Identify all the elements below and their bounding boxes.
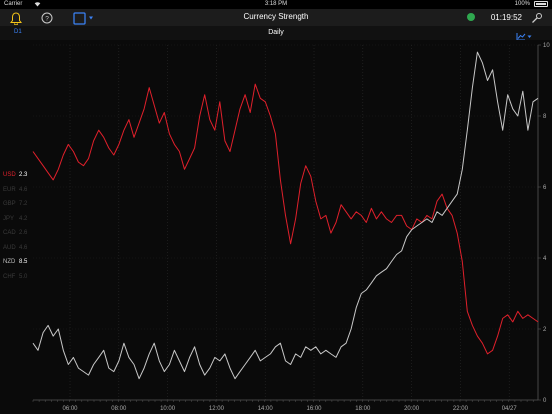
x-tick-label: 16:00 [306,406,322,412]
legend-item-aud[interactable]: AUD 4.6 [3,245,27,260]
carrier-label: Carrier [4,1,23,7]
x-tick-label: 08:00 [111,406,127,412]
page-title: Currency Strength [243,12,309,21]
connection-status-icon [467,13,475,21]
legend-value: 5.0 [19,273,28,280]
legend-item-eur[interactable]: EUR 4.6 [3,187,27,202]
legend-value: 7.2 [19,201,28,207]
y-tick-label: 10 [543,43,550,49]
status-bar: Carrier 3:18 PM 100% [0,0,552,9]
clock: 01:19:52 [490,13,522,22]
legend-value: 4.6 [19,244,28,251]
bell-icon[interactable] [9,11,23,25]
x-tick-label: 18:00 [355,406,371,412]
strength-chart[interactable]: 06:00 08:00 10:00 12:00 14:00 16:00 18:00 20:00… [0,40,552,414]
legend-code: GBP [3,201,16,207]
legend-code: CHF [3,273,16,280]
navigation-bar: ? Currency Strength 01:19:52 [0,9,552,26]
legend-code: CAD [3,230,16,236]
legend-code: USD [3,172,16,178]
series-line-usd [32,83,539,355]
legend-code: NZD [3,259,16,265]
chart-layout-dropdown[interactable] [72,11,98,25]
y-tick-label: 8 [543,114,547,120]
legend-item-jpy[interactable]: JPY 4.2 [3,216,27,231]
timeframe-button[interactable]: D1 [14,29,22,35]
legend-item-nzd[interactable]: NZD 8.5 [3,259,27,274]
legend-code: EUR [3,186,16,193]
settings-wrench-icon[interactable] [530,11,544,25]
legend-code: AUD [3,244,16,251]
x-tick-label: 06:00 [62,406,78,412]
series-line-nzd [32,51,539,380]
legend-value: 2.6 [19,230,28,236]
y-tick-label: 6 [543,185,547,191]
legend-item-gbp[interactable]: GBP 7.2 [3,201,27,216]
y-tick-label: 0 [543,398,547,404]
legend-value: 2.3 [19,172,28,178]
legend-value: 4.6 [19,186,28,193]
legend-value: 8.5 [19,259,28,265]
legend-code: JPY [3,215,15,222]
timeframe-bar: D1 Daily [0,26,552,41]
x-tick-label: 10:00 [160,406,176,412]
chart-area[interactable]: 06:00 08:00 10:00 12:00 14:00 16:00 18:00 20:00… [0,40,552,414]
currency-legend: USD 2.3 EUR 4.6 GBP 7.2 JPY 4.2 CAD 2.6 AUD 4.6 NZD 8… [3,172,27,288]
battery-icon [534,1,548,7]
x-tick-label: 04/27 [502,406,518,412]
x-tick-label: 22:00 [453,406,469,412]
battery-percent: 100% [514,1,530,7]
wifi-icon [34,1,41,9]
y-tick-label: 2 [543,327,547,333]
timeframe-title: Daily [268,29,284,36]
status-time: 3:18 PM [264,1,288,7]
legend-value: 4.2 [19,215,28,222]
legend-item-chf[interactable]: CHF 5.0 [3,274,27,289]
legend-item-cad[interactable]: CAD 2.6 [3,230,27,245]
x-tick-label: 14:00 [258,406,274,412]
legend-item-usd[interactable]: USD 2.3 [3,172,27,187]
svg-text:?: ? [45,16,49,23]
x-tick-label: 12:00 [209,406,225,412]
x-tick-label: 20:00 [404,406,420,412]
help-icon[interactable]: ? [40,11,54,25]
y-tick-label: 4 [543,256,547,262]
